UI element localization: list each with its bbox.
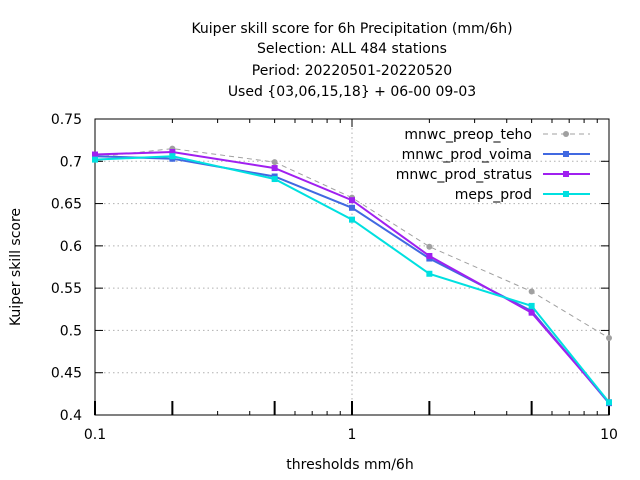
axes: 0.4 0.45 0.5 0.55 0.6 0.65 0.7 0.75 0.1 1 10 bbox=[51, 112, 618, 443]
data-point bbox=[169, 153, 176, 160]
data-point bbox=[528, 309, 535, 316]
data-point bbox=[271, 159, 278, 166]
title-line-4: Used {03,06,15,18} + 06-00 09-03 bbox=[228, 84, 476, 100]
data-point bbox=[92, 156, 98, 163]
data-point bbox=[528, 288, 535, 295]
y-tick-label: 0.4 bbox=[60, 408, 82, 424]
legend-label: mnwc_prod_voima bbox=[402, 147, 532, 163]
y-tick-label: 0.45 bbox=[51, 366, 82, 382]
data-point bbox=[528, 302, 535, 309]
legend-marker bbox=[563, 171, 569, 177]
x-tick-label: 1 bbox=[348, 427, 357, 443]
legend-marker bbox=[563, 131, 569, 137]
data-point bbox=[271, 176, 278, 183]
legend-label: mnwc_prod_stratus bbox=[396, 167, 532, 183]
legend-label: meps_prod bbox=[455, 187, 532, 203]
legend-label: mnwc_preop_teho bbox=[404, 127, 532, 143]
y-tick-label: 0.5 bbox=[60, 323, 82, 339]
data-point bbox=[606, 335, 612, 342]
data-point bbox=[349, 197, 355, 204]
data-point bbox=[169, 148, 176, 155]
data-point bbox=[426, 270, 433, 277]
y-tick-label: 0.75 bbox=[51, 112, 82, 128]
legend-marker bbox=[563, 191, 569, 197]
data-point bbox=[271, 165, 278, 172]
grid bbox=[95, 119, 609, 415]
chart-title: Kuiper skill score for 6h Precipitation … bbox=[191, 21, 512, 100]
x-axis-label: thresholds mm/6h bbox=[286, 457, 413, 473]
y-tick-label: 0.65 bbox=[51, 197, 82, 213]
x-tick-label: 0.1 bbox=[84, 427, 106, 443]
title-line-1: Kuiper skill score for 6h Precipitation … bbox=[191, 21, 512, 37]
data-point bbox=[606, 399, 612, 406]
y-tick-label: 0.55 bbox=[51, 281, 82, 297]
legend: mnwc_preop_teho mnwc_prod_voima mnwc_prod_… bbox=[396, 127, 590, 203]
title-line-3: Period: 20220501-20220520 bbox=[252, 63, 452, 79]
title-line-2: Selection: ALL 484 stations bbox=[257, 41, 447, 57]
data-point bbox=[349, 204, 355, 211]
data-point bbox=[349, 216, 355, 223]
x-tick-label: 10 bbox=[600, 427, 618, 443]
y-axis-label: Kuiper skill score bbox=[8, 208, 24, 326]
y-tick-label: 0.6 bbox=[60, 239, 82, 255]
legend-marker bbox=[563, 151, 569, 157]
data-point bbox=[426, 253, 433, 260]
series-group bbox=[92, 145, 612, 407]
data-point bbox=[426, 243, 433, 250]
y-tick-label: 0.7 bbox=[60, 154, 82, 170]
data-point bbox=[92, 151, 98, 158]
plot-frame bbox=[94, 118, 610, 416]
